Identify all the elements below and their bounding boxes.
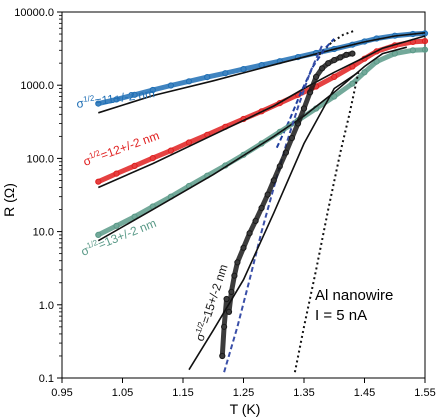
data-point [409,47,416,54]
data-point [373,58,380,65]
data-point [276,163,283,170]
data-point [343,51,350,58]
series-1 [95,29,429,114]
data-point [349,50,356,57]
data-point [313,73,320,81]
series-label-base: σ [193,331,209,343]
y-axis-title: R (Ω) [1,183,17,217]
y-tick-label: 10.0 [33,227,54,239]
y-tick-label: 10000.0 [14,7,54,19]
series-label-3: σ1/2=13+/-2 nm [79,215,159,259]
data-point [252,217,259,224]
data-point [421,46,429,53]
series-label-2: σ1/2=12+/-2 nm [81,127,161,168]
data-point [294,120,302,127]
data-series [95,29,429,373]
fit-line-solid [97,35,426,189]
series-3 [95,44,429,373]
x-tick-label: 0.95 [51,387,72,399]
data-point [219,352,226,360]
fit-line-solid [188,71,359,371]
x-tick-label: 1.55 [414,387,435,399]
data-point [331,73,338,81]
data-point [373,48,380,55]
data-point [95,100,102,107]
data-point [231,272,238,279]
data-point [276,128,283,135]
series-curve [95,30,428,107]
data-point [288,134,295,142]
data-point [331,93,338,100]
y-tick-label: 1000.0 [20,80,54,92]
data-point [300,105,308,112]
axis-ticks: 0.95 1.05 1.15 1.25 1.35 1.45 1.55 0.1 1.0 10.0 10… [14,7,435,399]
data-point [234,259,241,266]
data-point [131,162,138,169]
x-tick-label: 1.15 [172,387,193,399]
data-point [113,170,120,177]
data-point [421,38,429,45]
annotation-line-2: I = 5 nA [315,307,367,324]
series-label-sup: 1/2 [194,320,206,334]
annotation-line-1: Al nanowire [315,287,393,304]
data-point [113,222,120,229]
data-point [228,288,235,295]
fit-line-solid [97,46,408,242]
data-point [240,244,247,251]
data-point [331,57,338,64]
data-point [270,177,277,184]
data-point [222,70,229,77]
data-point [319,65,326,72]
x-tick-label: 1.25 [233,387,254,399]
fit-line-dashed [223,44,324,373]
x-tick-label: 1.35 [293,387,314,399]
data-point [204,74,211,81]
data-point [185,78,193,85]
data-point [282,149,289,156]
data-point [95,231,102,238]
data-point [167,147,174,154]
data-point [185,139,193,146]
data-point [361,69,368,76]
fit-line-dotted [293,72,360,373]
data-point [131,91,138,98]
data-point [225,308,233,315]
series-label-sup: 1/2 [83,93,96,104]
series-label-base: σ [75,96,85,111]
x-tick-label: 1.45 [354,387,375,399]
data-point [264,191,271,198]
data-point [240,66,247,73]
data-point [113,96,120,103]
x-tick-label: 1.05 [112,387,133,399]
data-point [307,89,314,96]
data-point [276,100,283,107]
data-point [258,204,265,212]
data-point [149,86,156,94]
x-axis-title: T (K) [230,401,261,417]
series-label-sup: 1/2 [88,148,102,160]
data-point [167,82,174,89]
data-point [149,155,156,162]
data-point [223,295,230,303]
data-point [337,54,344,61]
y-tick-label: 100.0 [26,153,54,165]
data-point [246,230,253,237]
y-tick-label: 1.0 [39,300,54,312]
series-label-sup: 1/2 [85,238,99,251]
data-point [325,60,332,67]
fit-line-solid [98,32,426,114]
data-point [95,178,102,185]
data-point [258,140,265,147]
data-point [221,323,228,330]
data-point [349,80,356,87]
series-4 [188,50,360,373]
y-tick-label: 0.1 [39,373,54,385]
